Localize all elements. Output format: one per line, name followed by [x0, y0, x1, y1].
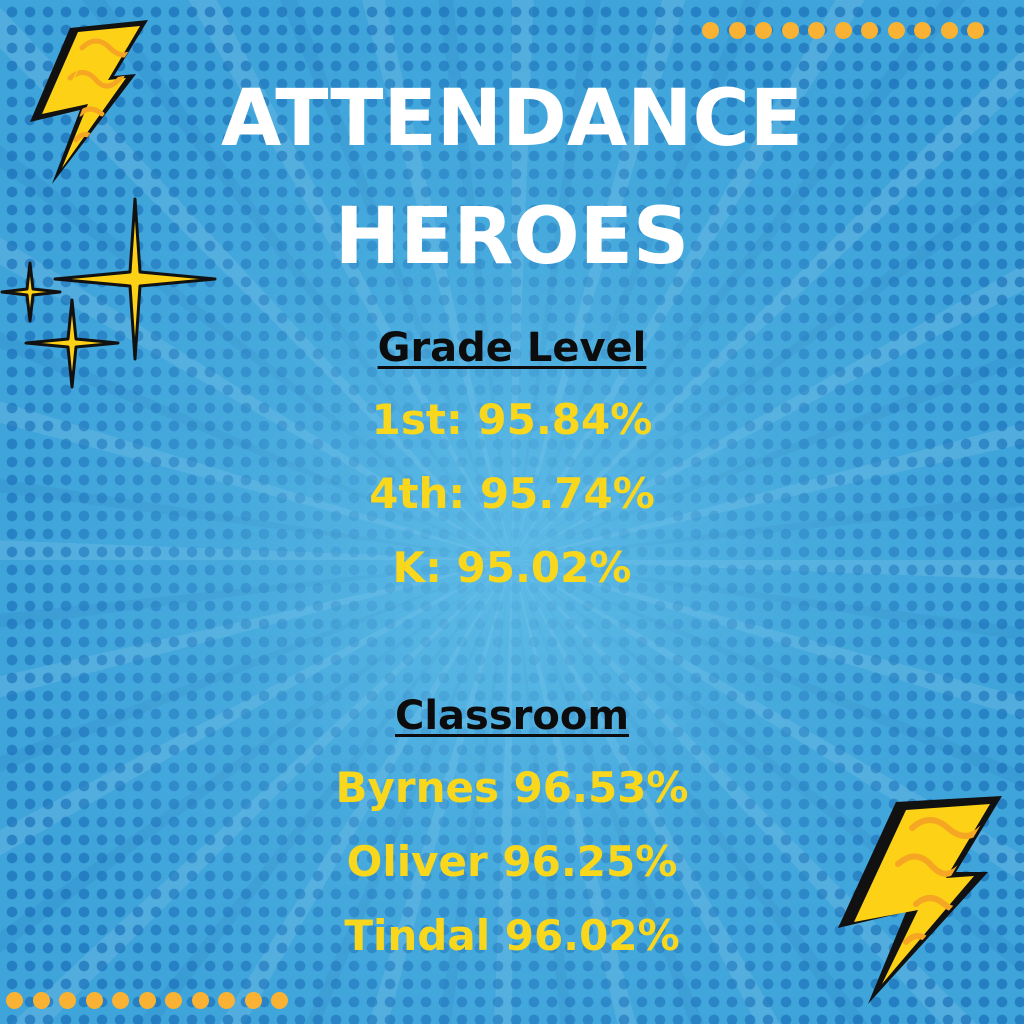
grade-level-heading: Grade Level [0, 322, 1024, 374]
classroom-heading-text: Classroom [394, 693, 630, 739]
sparkle-icon [0, 197, 217, 389]
classroom-heading: Classroom [0, 690, 1024, 742]
title-line-1: ATTENDANCE [221, 74, 803, 164]
classroom-entry: Oliver 96.25% [346, 837, 678, 886]
dots-row-top [702, 22, 984, 39]
lightning-bolt-icon [30, 20, 148, 184]
classroom-entry: Tindal 96.02% [344, 911, 680, 960]
classroom-entry: Byrnes 96.53% [335, 763, 689, 812]
dots-row-bottom [6, 992, 288, 1009]
grade-level-entry: 4th: 95.74% [369, 469, 655, 518]
lightning-bolt-icon [838, 796, 1002, 1004]
grade-level-heading-text: Grade Level [377, 325, 647, 371]
grade-level-entry: K: 95.02% [392, 543, 632, 592]
title-line-2: HEROES [334, 192, 690, 282]
grade-level-entry: 1st: 95.84% [371, 395, 653, 444]
